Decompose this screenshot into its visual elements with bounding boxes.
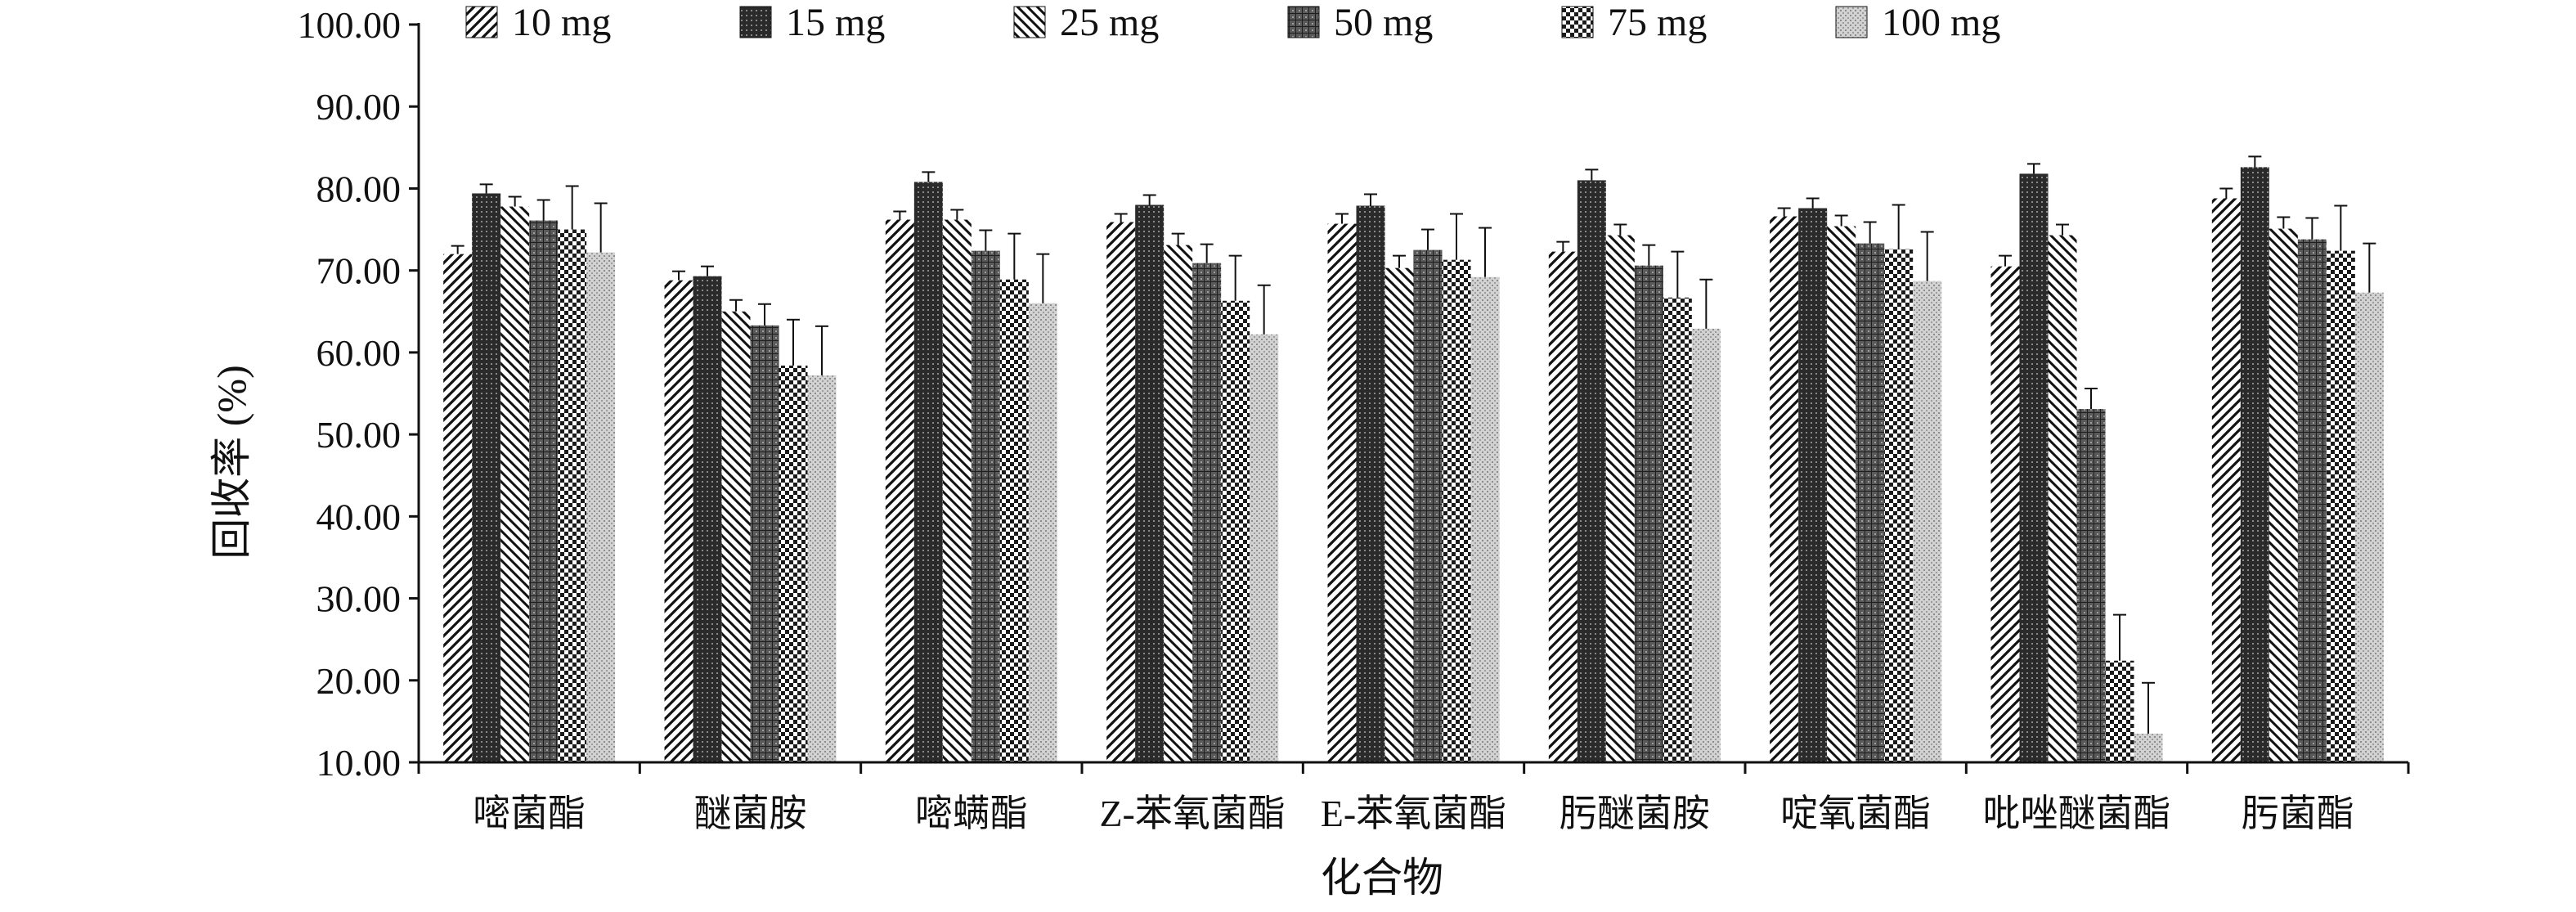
bar-1-series-6 [586, 252, 616, 762]
bar-1-series-3 [500, 206, 530, 762]
bar-9-series-5 [2326, 250, 2355, 762]
y-tick-label-4: 40.00 [316, 496, 402, 537]
bar-3-series-4 [971, 250, 1000, 762]
bar-2-series-3 [721, 311, 751, 762]
x-tick-label-4: Z-苯氧菌酯 [1099, 793, 1285, 834]
bar-2-series-5 [779, 365, 808, 762]
bar-1-series-5 [558, 229, 587, 762]
bar-9-series-3 [2269, 228, 2298, 762]
bar-8-series-5 [2105, 660, 2134, 762]
bar-7-series-3 [1827, 226, 1856, 763]
bar-7-series-2 [1798, 208, 1828, 762]
legend-label-2: 15 mg [786, 1, 885, 44]
legend-label-6: 100 mg [1882, 1, 2000, 44]
legend-label-3: 25 mg [1060, 1, 1159, 44]
x-axis-title: 化合物 [1321, 855, 1443, 901]
bar-7-series-4 [1856, 243, 1885, 762]
bar-7-series-5 [1884, 249, 1914, 762]
bar-6-series-3 [1605, 235, 1635, 762]
bar-4-series-2 [1135, 204, 1165, 762]
legend-swatch-6 [1835, 6, 1868, 38]
bar-8-series-2 [2019, 173, 2049, 763]
bar-4-series-1 [1106, 222, 1136, 763]
legend-swatch-4 [1287, 6, 1320, 38]
legend-label-4: 50 mg [1334, 1, 1433, 44]
bar-4-series-4 [1192, 263, 1222, 762]
axes-layer: 10.00 20.00 30.00 40.00 50.00 60.00 70.00 80.00… [298, 4, 2410, 834]
bar-3-series-1 [885, 219, 914, 762]
bar-7-series-1 [1770, 216, 1799, 762]
legend-label-1: 10 mg [512, 1, 611, 44]
legend-label-5: 75 mg [1608, 1, 1707, 44]
bar-7-series-6 [1913, 281, 1942, 762]
bar-9-series-4 [2297, 239, 2327, 762]
bar-3-series-6 [1028, 303, 1057, 762]
bar-3-series-3 [942, 219, 972, 762]
bar-1-series-2 [472, 193, 501, 763]
bar-3-series-5 [999, 279, 1029, 762]
y-tick-label-8: 80.00 [316, 168, 402, 209]
bar-4-series-3 [1164, 245, 1193, 762]
bar-8-series-1 [1990, 266, 2020, 763]
bar-8-series-4 [2076, 409, 2106, 762]
bar-2-series-4 [750, 325, 779, 762]
y-tick-label-5: 50.00 [316, 414, 402, 456]
bar-8-series-6 [2134, 733, 2163, 762]
legend-swatch-5 [1561, 6, 1594, 38]
y-tick-label-9: 90.00 [316, 86, 402, 128]
legend-swatch-1 [465, 6, 498, 38]
x-tick-label-3: 嘧螨酯 [915, 793, 1028, 834]
bar-6-series-1 [1548, 251, 1577, 762]
x-tick-label-2: 醚菌胺 [694, 793, 807, 834]
y-tick-label-6: 60.00 [316, 332, 402, 374]
y-tick-label-10: 100.00 [298, 4, 402, 46]
legend: 10 mg 15 mg 25 mg 50 mg 75 mg 100 mg [465, 1, 2000, 44]
bars-layer [443, 155, 2384, 763]
bar-5-series-2 [1356, 205, 1385, 763]
bar-2-series-2 [693, 276, 722, 762]
bar-5-series-1 [1327, 223, 1357, 762]
bar-5-series-3 [1384, 267, 1414, 762]
bar-1-series-4 [529, 220, 559, 762]
y-axis-title: 回收率 (%) [209, 365, 254, 559]
bar-5-series-6 [1470, 276, 1500, 762]
bar-4-series-5 [1221, 300, 1250, 762]
bar-2-series-6 [807, 375, 837, 762]
bar-9-series-2 [2240, 167, 2269, 763]
bar-6-series-2 [1577, 180, 1606, 762]
bar-6-series-5 [1663, 297, 1692, 762]
y-tick-label-3: 30.00 [316, 578, 402, 620]
bar-4-series-6 [1250, 334, 1279, 763]
bar-6-series-6 [1691, 328, 1721, 762]
x-tick-label-9: 肟菌酯 [2242, 793, 2354, 834]
bar-9-series-1 [2211, 198, 2241, 762]
bar-5-series-5 [1442, 259, 1471, 762]
x-tick-label-7: 啶氧菌酯 [1780, 793, 1931, 834]
bar-8-series-3 [2048, 235, 2077, 762]
y-tick-label-7: 70.00 [316, 250, 402, 292]
x-tick-label-6: 肟醚菌胺 [1560, 793, 1710, 834]
bar-3-series-2 [913, 182, 943, 763]
legend-swatch-2 [739, 6, 772, 38]
y-tick-label-1: 10.00 [316, 742, 402, 784]
x-tick-label-1: 嘧菌酯 [473, 793, 586, 834]
bar-9-series-6 [2354, 292, 2384, 762]
legend-swatch-3 [1013, 6, 1046, 38]
y-tick-label-2: 20.00 [316, 660, 402, 702]
x-tick-label-8: 吡唑醚菌酯 [1983, 793, 2171, 834]
bar-1-series-1 [443, 254, 473, 763]
x-tick-label-5: E-苯氧菌酯 [1321, 793, 1506, 834]
bar-6-series-4 [1634, 265, 1663, 762]
bar-2-series-1 [664, 280, 693, 762]
bar-5-series-4 [1413, 249, 1443, 763]
